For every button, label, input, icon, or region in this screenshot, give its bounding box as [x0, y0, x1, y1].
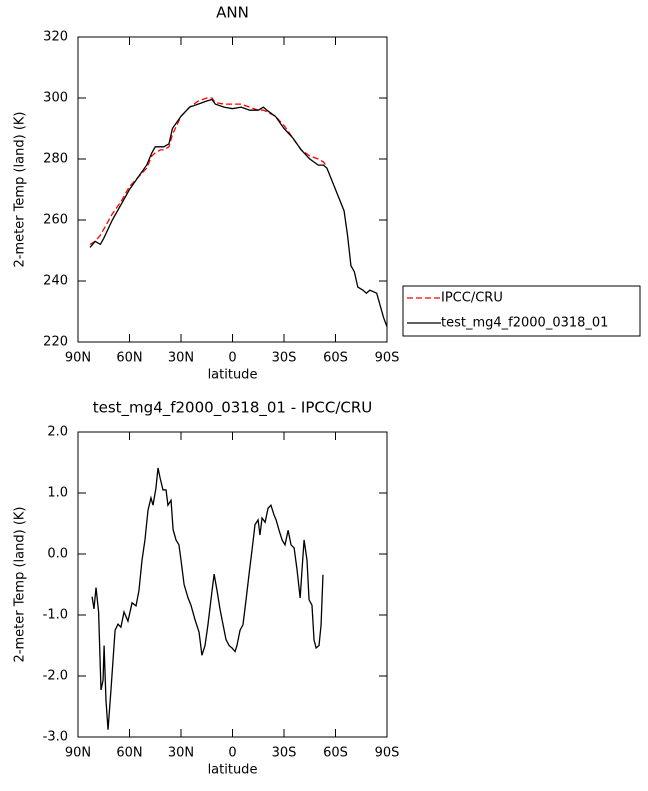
x-tick-label: 30S: [272, 351, 297, 366]
y-tick-label: -2.0: [43, 669, 68, 684]
x-tick-label: 60S: [323, 746, 348, 761]
y-tick-label: 2.0: [47, 425, 68, 440]
x-tick-label: 0: [228, 746, 236, 761]
legend-label: test_mg4_f2000_0318_01: [441, 316, 608, 331]
y-axis-label: 2-meter Temp (land) (K): [13, 112, 28, 268]
y-tick-label: 320: [43, 30, 68, 45]
y-tick-label: 220: [43, 335, 68, 350]
y-tick-label: 300: [43, 91, 68, 106]
series-line: [89, 97, 328, 245]
x-tick-label: 30N: [168, 746, 194, 761]
y-tick-label: 280: [43, 152, 68, 167]
plot-frame: [77, 36, 388, 343]
x-tick-label: 60N: [116, 746, 142, 761]
y-tick-label: -1.0: [43, 608, 68, 623]
x-axis-label: latitude: [208, 368, 258, 383]
legend-label: IPCC/CRU: [441, 291, 503, 306]
x-tick-label: 90S: [375, 351, 400, 366]
x-tick-label: 60N: [116, 351, 142, 366]
chart-title: ANN: [216, 4, 249, 22]
x-tick-label: 90S: [375, 746, 400, 761]
x-tick-label: 30S: [272, 746, 297, 761]
y-tick-label: 260: [43, 213, 68, 228]
legend-box: [402, 285, 641, 337]
x-tick-label: 90N: [65, 746, 91, 761]
x-tick-label: 0: [228, 351, 236, 366]
y-tick-label: 1.0: [47, 486, 68, 501]
chart-title: test_mg4_f2000_0318_01 - IPCC/CRU: [93, 399, 373, 418]
x-axis-label: latitude: [208, 763, 258, 778]
y-axis-label: 2-meter Temp (land) (K): [13, 507, 28, 663]
x-tick-label: 90N: [65, 351, 91, 366]
y-tick-label: 240: [43, 274, 68, 289]
series-line: [89, 98, 388, 327]
x-tick-label: 30N: [168, 351, 194, 366]
y-tick-label: 0.0: [47, 547, 68, 562]
y-tick-label: -3.0: [43, 730, 68, 745]
series-line: [91, 467, 324, 730]
plot-frame: [77, 431, 388, 738]
x-tick-label: 60S: [323, 351, 348, 366]
